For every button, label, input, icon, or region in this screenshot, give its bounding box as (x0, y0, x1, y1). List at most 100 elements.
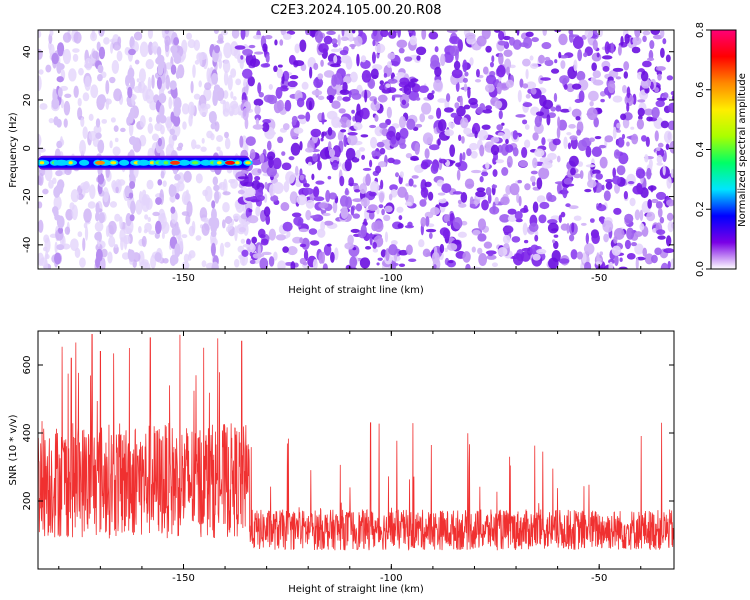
spectrogram-cell (471, 126, 476, 134)
spectrogram-cell (351, 92, 362, 100)
spectrogram-cell (541, 161, 553, 169)
spectrogram-cell (313, 77, 324, 89)
spectrogram-cell (577, 49, 583, 62)
spectrogram-cell (251, 236, 258, 244)
spectrogram-cell (369, 124, 377, 129)
spectrogram-cell (127, 248, 132, 260)
spectrogram-cell (529, 55, 534, 61)
spectrogram-cell (509, 183, 520, 196)
spectrogram-cell (283, 181, 290, 193)
spectrogram-cell (327, 243, 332, 247)
spectrogram-cell (476, 35, 487, 47)
spectrogram-cell (477, 247, 483, 255)
spectrogram-cell (84, 75, 92, 92)
spectrogram-cell (181, 103, 190, 115)
spectrogram-cell (144, 214, 149, 220)
spectrogram-cell (359, 257, 371, 269)
spectrogram-cell (262, 119, 272, 124)
spectrogram-cell (165, 74, 171, 90)
spectrogram-cell (600, 98, 605, 103)
spectrogram-cell (262, 122, 270, 133)
spectrogram-cell (268, 83, 273, 90)
spectrogram-cell (330, 251, 335, 263)
spectrogram-cell (458, 134, 462, 142)
spectrogram-cell (57, 180, 64, 194)
spectrogram-cell (340, 55, 352, 64)
spectrogram-cell (38, 172, 44, 186)
spectrogram-cell (492, 169, 498, 177)
spectrogram-cell (649, 39, 655, 50)
spectrogram-cell (342, 96, 351, 102)
spectrogram-cell (656, 154, 663, 164)
spectrogram-cell (449, 144, 456, 157)
spectrogram-cell (444, 247, 448, 253)
spectrogram-cell (294, 165, 299, 176)
spectrogram-cell (64, 226, 71, 235)
spectrogram-cell (127, 111, 134, 124)
spectrogram-cell (503, 243, 510, 249)
spectrogram-cell (439, 227, 450, 236)
spectrogram-cell (204, 82, 212, 91)
spectrogram-cell (263, 63, 271, 68)
spectrogram-cell (170, 64, 177, 75)
spectrogram-cell (388, 244, 398, 256)
spectrogram-cell (524, 183, 531, 191)
spectrogram-cell (627, 181, 635, 185)
spectrogram-cell (170, 111, 175, 123)
spectrogram-cell (462, 59, 468, 73)
spectrogram-cell (219, 242, 225, 257)
signal-band-hotspot (170, 160, 180, 165)
spectrogram-cell (453, 60, 461, 70)
spectrogram-cell (83, 208, 92, 223)
y-tick-label: -20 (22, 188, 33, 204)
spectrogram-cell (289, 191, 298, 205)
spectrogram-cell (530, 87, 537, 95)
spectrogram-cell (173, 37, 180, 46)
spectrogram-cell (647, 185, 657, 191)
spectrogram-cell (570, 167, 576, 176)
spectrogram-cell (224, 101, 230, 113)
signal-band-peak (245, 161, 251, 165)
colorbar-tick-label: 0.2 (695, 201, 706, 217)
spectrogram-cell (370, 100, 381, 112)
spectrogram-cell (542, 99, 554, 110)
spectrogram-cell (109, 76, 116, 84)
spectrogram-cell (483, 241, 493, 249)
spectrogram-cell (293, 60, 305, 67)
spectrogram-cell (237, 189, 245, 195)
spectrogram-cell (479, 176, 484, 183)
spectrogram-cell (489, 61, 494, 68)
spectrogram-cell (354, 35, 363, 47)
spectrogram-cell (231, 30, 240, 39)
spectrogram-cell (151, 133, 159, 141)
spectrogram-cell (174, 193, 180, 200)
spectrogram-cell (172, 114, 181, 127)
spectrogram-cell (591, 62, 597, 72)
spectrogram-cell (51, 52, 59, 65)
spectrogram-cell (362, 167, 372, 171)
spectrogram-cell (315, 180, 325, 185)
spectrogram-cell (430, 54, 440, 67)
spectrogram-cell (156, 46, 162, 57)
spectrogram-cell (236, 223, 247, 235)
spectrogram-cell (532, 132, 539, 141)
spectrogram-cell (57, 87, 63, 98)
spectrogram-cell (462, 77, 468, 83)
spectrogram-cell (98, 97, 107, 104)
spectrogram-cell (525, 93, 531, 99)
spectrogram-cell (185, 189, 189, 196)
spectrogram-cell (460, 117, 469, 129)
spectrogram-cell (172, 134, 178, 141)
spectrogram-cell (485, 74, 497, 85)
spectrogram-cell (583, 52, 588, 58)
spectrogram-cell (568, 234, 575, 242)
spectrogram-cell (654, 130, 659, 142)
spectrogram-cell (621, 133, 626, 140)
spectrogram-cell (596, 257, 602, 262)
y-tick-label: 200 (22, 491, 33, 510)
spectrogram-cell (396, 39, 408, 49)
spectrogram-cell (514, 211, 523, 220)
spectrogram-cell (83, 222, 88, 229)
spectrogram-cell (227, 74, 233, 91)
spectrogram-cell (637, 99, 646, 103)
